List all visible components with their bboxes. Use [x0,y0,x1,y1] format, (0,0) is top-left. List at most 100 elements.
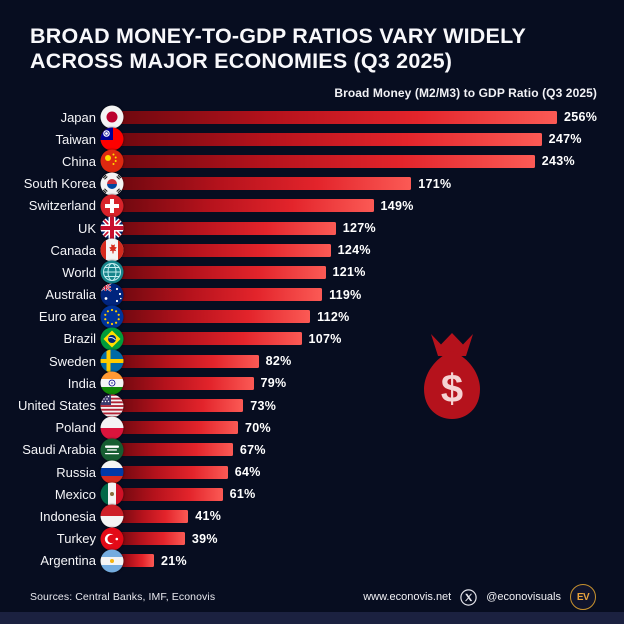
value-bar [118,154,535,168]
bar-area: 79% [118,376,624,390]
chart-row: Japan 256% [0,105,624,129]
chart-row: Mexico 61% [0,482,624,506]
value-bar [118,332,302,346]
bar-area: 149% [118,199,624,213]
bar-area: 247% [118,132,624,146]
country-label: Poland [55,420,96,436]
bar-area: 107% [118,332,624,346]
value-bar [118,354,259,368]
country-label: China [62,153,96,169]
value-label: 243% [541,154,575,169]
value-bar [118,110,557,124]
flag-world-icon [100,260,124,284]
value-label: 127% [342,221,376,236]
value-bar [118,177,412,191]
value-label: 121% [332,265,366,280]
flag-india-icon [100,371,124,395]
website-text: www.econovis.net [363,591,452,603]
value-bar [118,487,223,501]
chart-row: South Korea 171% [0,172,624,196]
chart-row: Turkey 39% [0,527,624,551]
chart-subtitle: Broad Money (M2/M3) to GDP Ratio (Q3 202… [334,86,597,100]
flag-saudi-arabia-icon [100,438,124,462]
title-line-2: ACROSS MAJOR ECONOMIES (Q3 2025) [30,49,453,74]
value-bar [118,554,154,568]
bar-area: 39% [118,532,624,546]
country-label: Japan [60,109,96,125]
value-label: 79% [260,376,287,391]
bar-area: 61% [118,487,624,501]
bar-area: 243% [118,154,624,168]
chart-row: Taiwan 247% [0,127,624,151]
bar-area: 124% [118,243,624,257]
value-label: 256% [564,110,598,125]
value-bar [118,288,323,302]
chart-row: Argentina 21% [0,549,624,573]
value-label: 39% [191,531,218,546]
flag-indonesia-icon [100,504,124,528]
chart-row: Russia 64% [0,460,624,484]
chart-row: UK 127% [0,216,624,240]
value-label: 124% [337,243,371,258]
value-bar [118,265,326,279]
chart-row: India 79% [0,371,624,395]
chart-row: Sweden 82% [0,349,624,373]
country-label: Brazil [63,331,96,347]
value-label: 67% [239,442,266,457]
value-label: 41% [195,509,222,524]
flag-mexico-icon [100,482,124,506]
chart-row: China 243% [0,149,624,173]
value-bar [118,243,331,257]
flag-switzerland-icon [100,194,124,218]
country-label: UK [77,220,96,236]
chart-row: Indonesia 41% [0,504,624,528]
bar-area: 121% [118,265,624,279]
chart-row: World 121% [0,260,624,284]
flag-euro-area-icon [100,305,124,329]
bar-area: 73% [118,399,624,413]
value-label: 73% [250,398,277,413]
x-twitter-icon [460,588,477,606]
bar-area: 82% [118,354,624,368]
flag-japan-icon [100,105,124,129]
flag-south-korea-icon [100,172,124,196]
sources-text: Sources: Central Banks, IMF, Econovis [30,591,216,603]
country-label: Euro area [38,309,96,325]
value-label: 171% [418,176,452,191]
footer-right: www.econovis.net @econovisuals EV [363,584,596,610]
country-label: South Korea [23,176,96,192]
value-bar [118,443,233,457]
country-label: Argentina [40,553,96,569]
bar-area: 21% [118,554,624,568]
bar-area: 119% [118,288,624,302]
value-label: 119% [329,287,362,302]
value-bar [118,509,189,523]
bar-chart: Japan 256% Taiwan 247% China 243% South Korea 1… [0,105,624,573]
bar-area: 112% [118,310,624,324]
social-handle-text: @econovisuals [486,591,561,603]
flag-russia-icon [100,460,124,484]
bottom-band [0,612,624,624]
bar-area: 70% [118,421,624,435]
country-label: India [67,375,96,391]
bar-area: 41% [118,509,624,523]
svg-text:$: $ [441,367,463,411]
country-label: Mexico [54,486,96,502]
chart-row: Canada 124% [0,238,624,262]
country-label: Indonesia [39,508,96,524]
bar-area: 127% [118,221,624,235]
country-label: Canada [50,242,96,258]
country-label: Sweden [49,353,96,369]
value-label: 64% [234,465,261,480]
chart-row: Poland 70% [0,416,624,440]
value-bar [118,132,542,146]
footer: Sources: Central Banks, IMF, Econovis ww… [30,584,596,610]
country-label: United States [17,398,96,414]
title-line-1: BROAD MONEY-TO-GDP RATIOS VARY WIDELY [30,24,526,48]
country-label: Turkey [56,531,96,547]
bar-area: 171% [118,177,624,191]
flag-taiwan-icon [100,127,124,151]
econovis-logo: EV [570,584,596,610]
flag-united-states-icon [100,394,124,418]
value-label: 61% [229,487,256,502]
